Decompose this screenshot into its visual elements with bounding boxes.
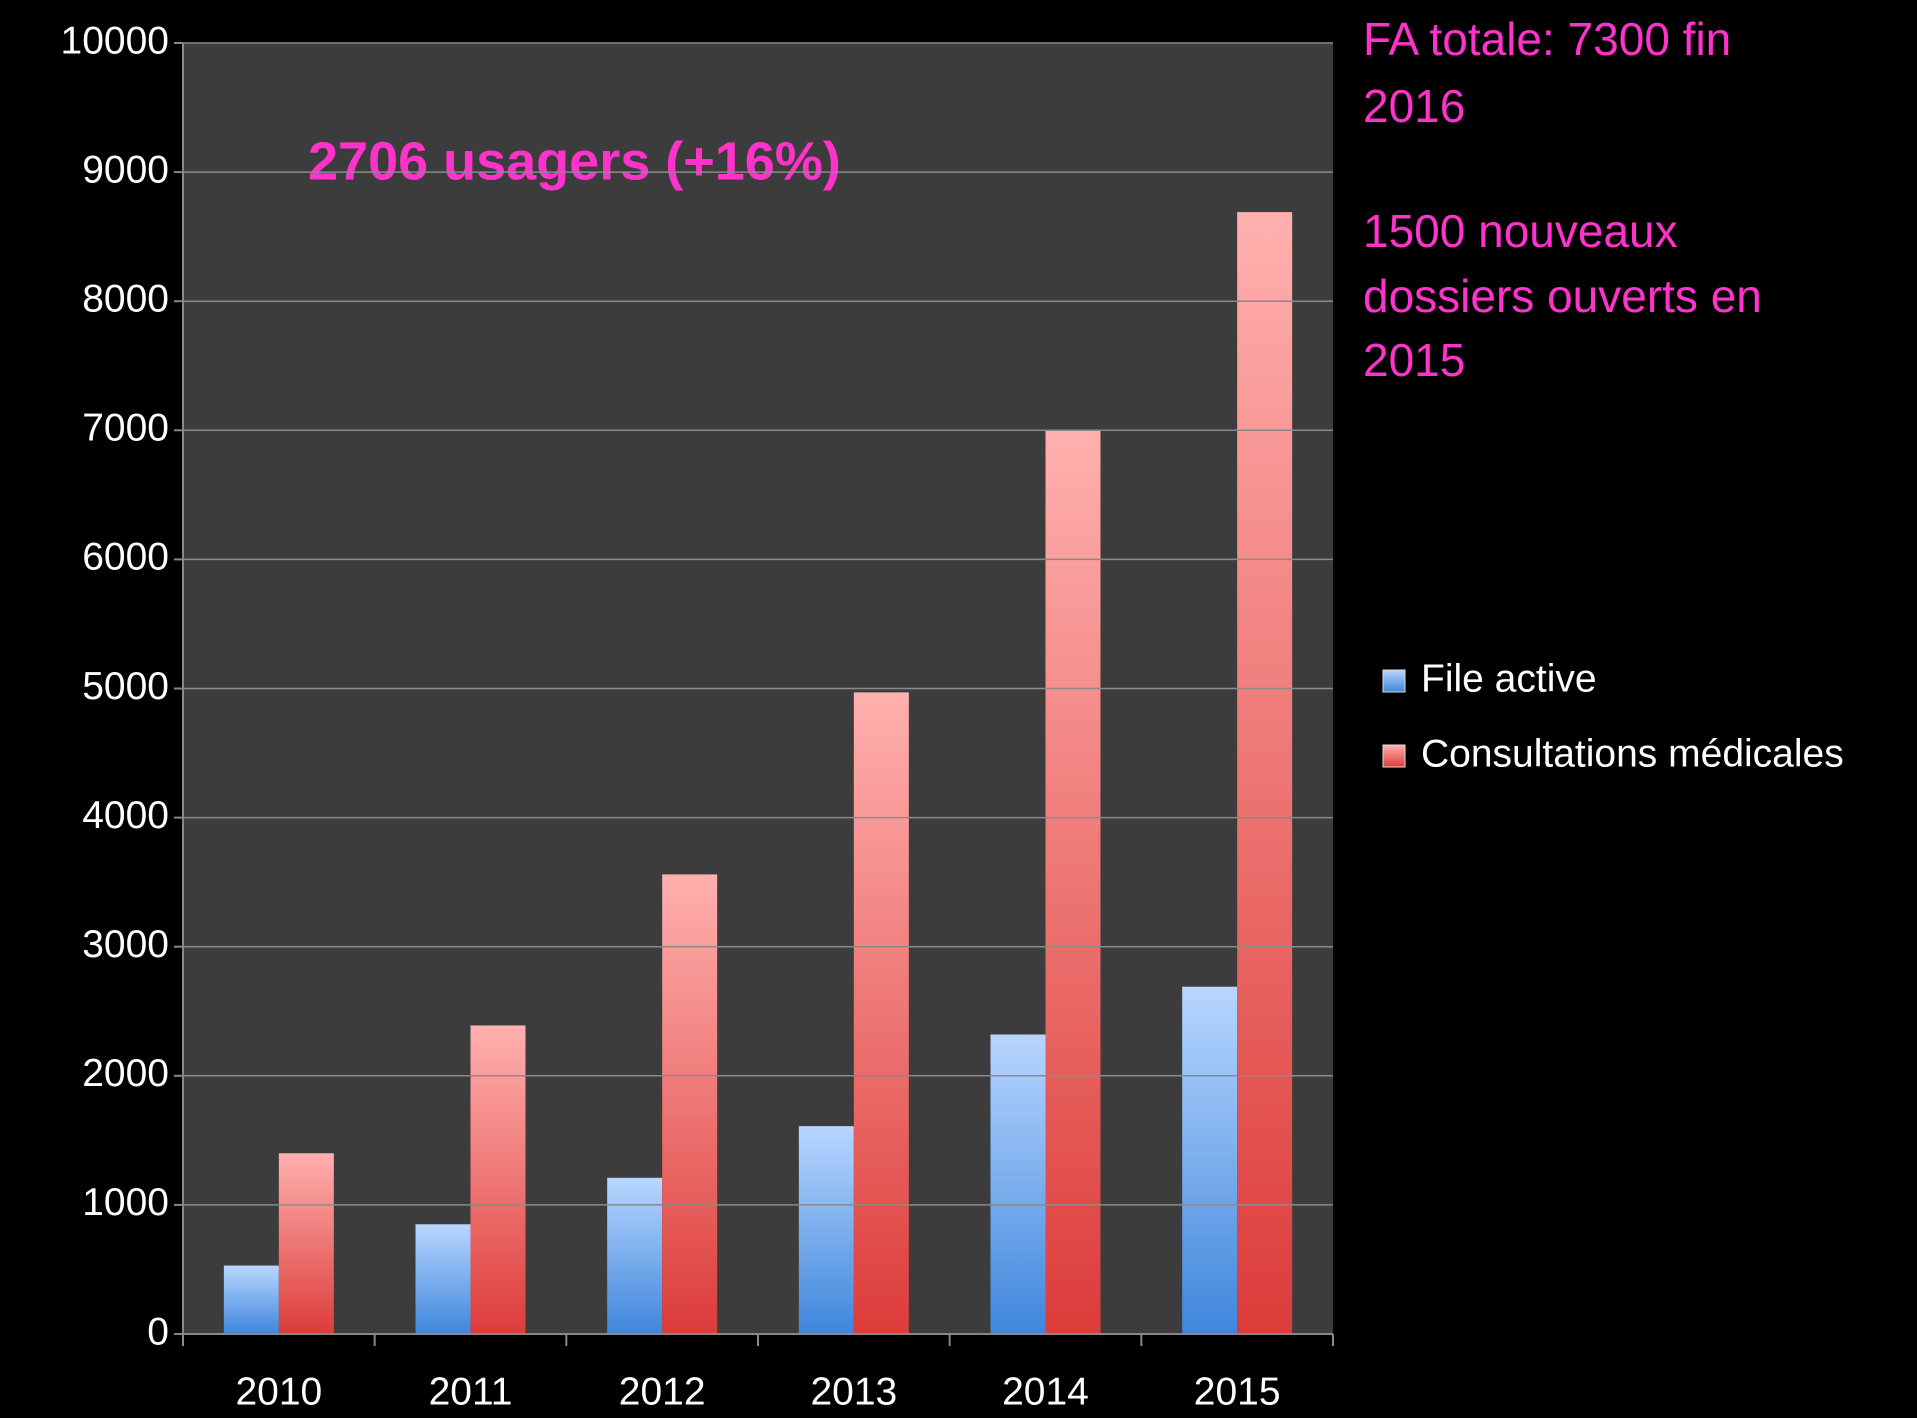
y-tick-label: 1000 [82,1181,169,1224]
y-tick-label: 5000 [82,665,169,708]
y-tick-label: 8000 [82,277,169,320]
x-tick-label: 2010 [235,1370,322,1413]
bar [853,692,909,1334]
legend-label: Consultations médicales [1421,732,1844,775]
bar [278,1153,334,1334]
legend-swatch [1382,744,1406,768]
x-tick-label: 2013 [810,1370,897,1413]
y-tick-label: 2000 [82,1052,169,1095]
y-tick-label: 3000 [82,923,169,966]
bar [1045,430,1101,1334]
bar [1182,986,1238,1334]
bar [607,1177,663,1334]
side-note: dossiers ouverts en [1363,270,1762,322]
side-note: FA totale: 7300 fin [1363,13,1731,65]
legend-label: File active [1421,657,1597,700]
side-note: 1500 nouveaux [1363,205,1678,257]
x-tick-label: 2015 [1194,1370,1281,1413]
bar [662,874,718,1334]
y-tick-label: 7000 [82,407,169,450]
bar [470,1025,526,1334]
x-tick-label: 2011 [429,1370,513,1413]
y-tick-label: 10000 [61,19,169,62]
side-note: 2015 [1363,334,1465,386]
y-tick-label: 4000 [82,794,169,837]
x-tick-label: 2012 [619,1370,706,1413]
x-tick-label: 2014 [1002,1370,1089,1413]
y-tick-label: 9000 [82,148,169,191]
bar [990,1034,1046,1334]
y-tick-label: 0 [147,1310,169,1353]
bar [798,1126,854,1334]
legend-swatch [1382,669,1406,693]
bar [415,1224,471,1334]
annotation: 2706 usagers (+16%) [308,131,841,191]
bar [1237,212,1293,1335]
side-note: 2016 [1363,80,1465,132]
y-tick-label: 6000 [82,536,169,579]
bar [223,1265,279,1334]
